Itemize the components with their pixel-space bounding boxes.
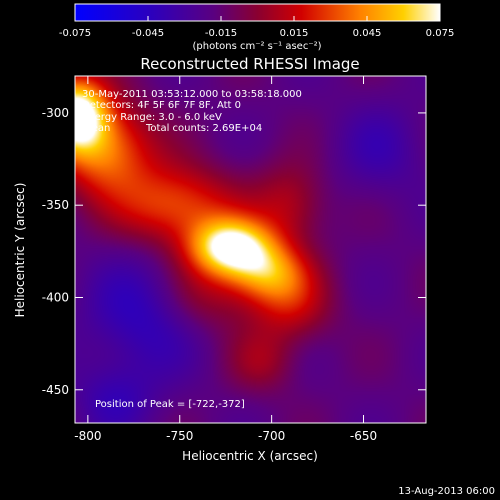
annotation-counts: Total counts: 2.69E+04 (145, 123, 262, 134)
x-tick-label: -700 (258, 429, 285, 443)
x-tick-label: -650 (350, 429, 377, 443)
colorbar-gradient (74, 3, 441, 22)
annotation-time-range: 30-May-2011 03:53:12.000 to 03:58:18.000 (82, 89, 302, 100)
y-tick-label: -350 (42, 198, 69, 212)
y-axis-ticks: -450 -400 -350 -300 (42, 106, 426, 397)
colorbar-tick-label: -0.015 (205, 28, 237, 39)
colorbar-tick-label: 0.015 (280, 28, 309, 39)
footer-date: 13-Aug-2013 06:00 (398, 486, 495, 497)
y-axis-label: Heliocentric Y (arcsec) (13, 183, 27, 318)
annotation-energy: Energy Range: 3.0 - 6.0 keV (82, 112, 222, 123)
annotation-peak-position: Position of Peak = [-722,-372] (95, 399, 245, 410)
y-tick-label: -300 (42, 106, 69, 120)
colorbar-ticks: -0.075 -0.045 -0.015 0.015 0.045 0.075 (59, 16, 454, 39)
plot-frame (74, 75, 427, 424)
annotation-method: Clean (82, 123, 110, 134)
y-tick-label: -450 (42, 383, 69, 397)
annotation-detectors: Detectors: 4F 5F 6F 7F 8F, Att 0 (82, 100, 241, 111)
heatmap (75, 76, 426, 423)
colorbar-tick-label: 0.075 (426, 28, 455, 39)
colorbar-tick-label: 0.045 (353, 28, 382, 39)
colorbar-tick-label: -0.045 (132, 28, 164, 39)
heatmap-canvas (75, 76, 426, 423)
x-tick-label: -800 (74, 429, 101, 443)
x-tick-label: -750 (166, 429, 193, 443)
x-axis-label: Heliocentric X (arcsec) (182, 449, 318, 463)
colorbar-tick-label: -0.075 (59, 28, 91, 39)
colorbar: -0.075 -0.045 -0.015 0.015 0.045 0.075 (photo… (59, 3, 454, 52)
colorbar-unit-label: (photons cm⁻² s⁻¹ asec⁻²) (192, 41, 321, 52)
x-axis-ticks: -800 -750 -700 -650 (74, 76, 377, 443)
chart-title: Reconstructed RHESSI Image (140, 55, 359, 73)
y-tick-label: -400 (42, 290, 69, 304)
